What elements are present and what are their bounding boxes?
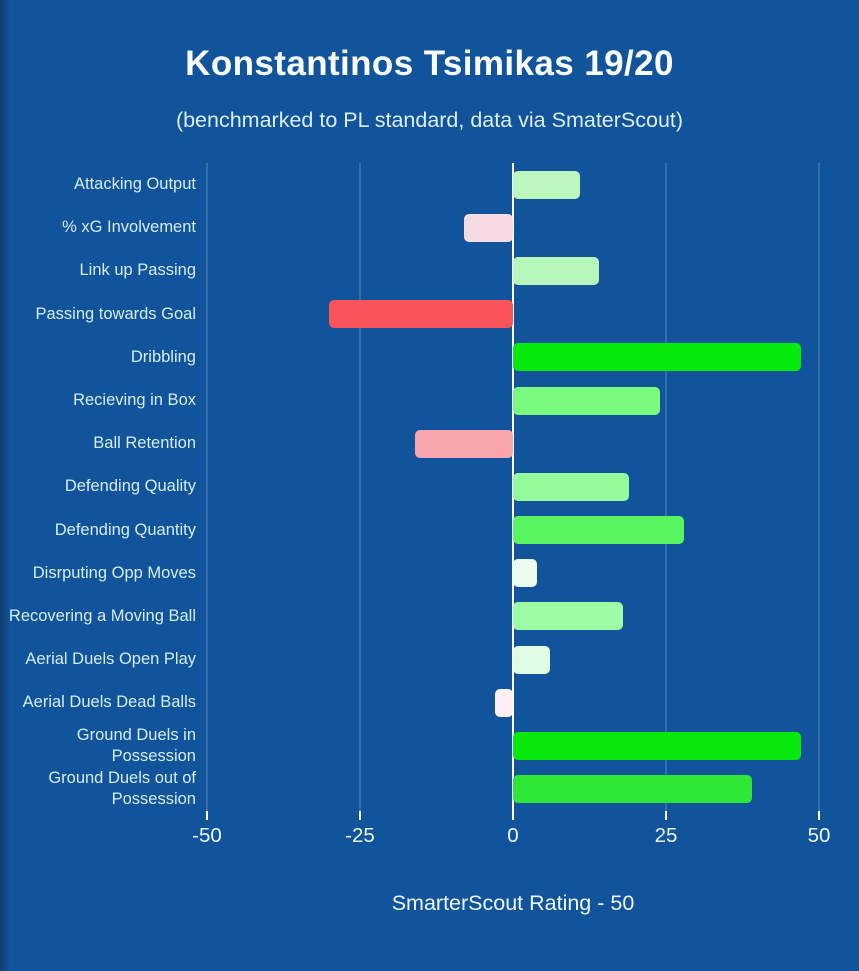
- chart-row: Defending Quality: [0, 465, 859, 508]
- bar: [513, 170, 581, 199]
- bar: [513, 645, 550, 674]
- bar: [513, 343, 801, 372]
- gridline-25: [665, 163, 667, 811]
- bar-track: [207, 422, 819, 465]
- tick-label: 25: [654, 823, 678, 847]
- category-label: Passing towards Goal: [35, 304, 197, 323]
- bar: [513, 472, 630, 501]
- category-label: Aerial Duels Open Play: [25, 650, 196, 669]
- bar: [513, 386, 660, 415]
- bar-track: [207, 249, 819, 292]
- plot-area: Attacking Output % xG Involvement Link up …: [0, 163, 859, 916]
- chart-row: Ball Retention: [0, 422, 859, 465]
- bar-track: [207, 379, 819, 422]
- bar-track: [207, 681, 819, 724]
- chart-row: Ground Duels in Possession: [0, 724, 859, 767]
- tick-label: 0: [507, 823, 519, 847]
- bar: [513, 559, 538, 588]
- chart-row: % xG Involvement: [0, 206, 859, 249]
- chart-row: Passing towards Goal: [0, 293, 859, 336]
- bar-track: [207, 163, 819, 206]
- tick-mark: [206, 810, 208, 820]
- category-label: Recovering a Moving Ball: [8, 606, 196, 625]
- tick-label: -50: [192, 823, 222, 847]
- category-label: % xG Involvement: [62, 218, 196, 237]
- chart-subtitle: (benchmarked to PL standard, data via Sm…: [175, 108, 684, 132]
- bar-track: [207, 509, 819, 552]
- category-label: Defending Quantity: [54, 520, 196, 539]
- gridline--50: [206, 163, 208, 811]
- bar-track: [207, 595, 819, 638]
- tick-mark: [359, 810, 361, 820]
- category-label: Recieving in Box: [73, 390, 196, 409]
- bar: [415, 429, 513, 458]
- bar: [513, 602, 624, 631]
- chart-row: Aerial Duels Open Play: [0, 638, 859, 681]
- bar-track: [207, 336, 819, 379]
- category-label: Ground Duels out of Possession: [48, 769, 196, 809]
- gridline--25: [359, 163, 361, 811]
- tick-label: -25: [345, 823, 375, 847]
- bar-track: [207, 552, 819, 595]
- bar-track: [207, 293, 819, 336]
- chart-row: Ground Duels out of Possession: [0, 768, 859, 811]
- x-axis: -50 -25 0 25 50: [192, 810, 830, 855]
- bar-track: [207, 465, 819, 508]
- category-label: Dribbling: [130, 347, 196, 366]
- category-label: Link up Passing: [79, 261, 197, 280]
- bar: [513, 256, 599, 285]
- bar-rows: Attacking Output % xG Involvement Link up …: [0, 163, 859, 811]
- bar: [513, 775, 752, 804]
- category-label: Disrputing Opp Moves: [32, 563, 196, 582]
- category-label: Aerial Duels Dead Balls: [22, 693, 196, 712]
- bar: [513, 732, 801, 761]
- bar: [464, 213, 513, 242]
- category-label: Ball Retention: [93, 434, 196, 453]
- tick-mark: [665, 810, 667, 820]
- chart-row: Attacking Output: [0, 163, 859, 206]
- chart-row: Recovering a Moving Ball: [0, 595, 859, 638]
- x-axis-label: SmarterScout Rating - 50: [391, 890, 635, 915]
- bar: [494, 688, 513, 717]
- bar-track: [207, 724, 819, 767]
- tick-label: 50: [807, 823, 831, 847]
- category-label: Defending Quality: [64, 477, 196, 496]
- category-label: Ground Duels in Possession: [76, 725, 196, 766]
- bar: [513, 516, 685, 545]
- bar-track: [207, 206, 819, 249]
- tick-mark: [512, 810, 514, 820]
- chart-title: Konstantinos Tsimikas 19/20: [185, 44, 674, 83]
- category-label: Attacking Output: [74, 175, 196, 194]
- tick-mark: [818, 810, 820, 820]
- bar-track: [207, 768, 819, 811]
- bar: [329, 300, 513, 329]
- chart-row: Link up Passing: [0, 249, 859, 292]
- gridline-50: [818, 163, 820, 811]
- bar-track: [207, 638, 819, 681]
- chart-row: Aerial Duels Dead Balls: [0, 681, 859, 724]
- chart-row: Recieving in Box: [0, 379, 859, 422]
- chart-row: Disrputing Opp Moves: [0, 552, 859, 595]
- chart-row: Dribbling: [0, 336, 859, 379]
- chart-row: Defending Quantity: [0, 509, 859, 552]
